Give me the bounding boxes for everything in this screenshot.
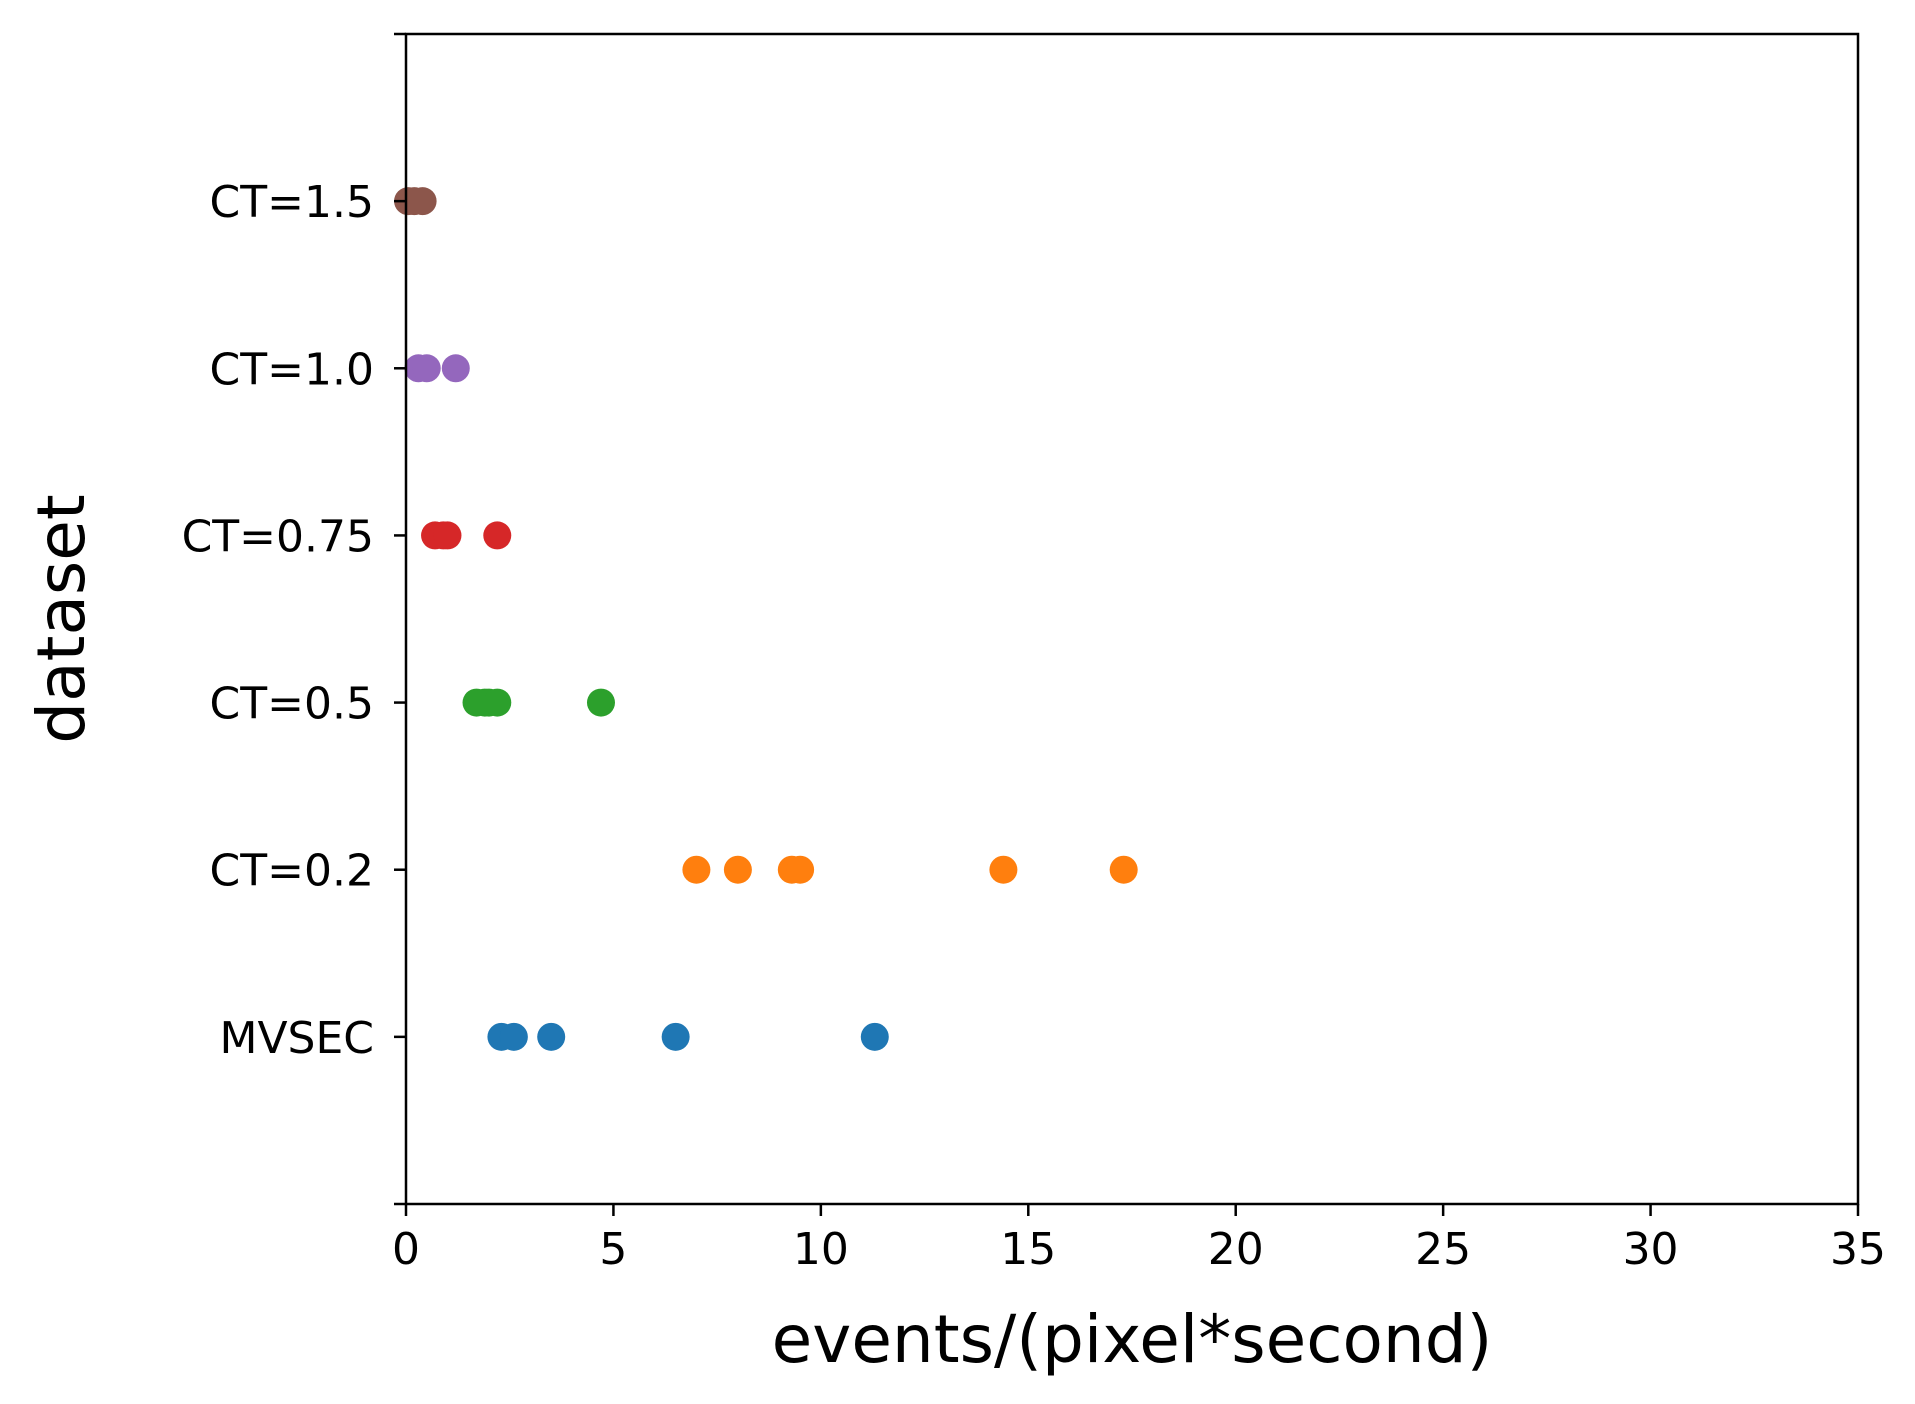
data-point	[537, 1022, 566, 1051]
y-axis: MVSEC CT=0.2 CT=0.5 CT=0.75 CT=1.0 CT=1.5	[182, 32, 406, 1206]
x-tick-label: 35	[1830, 1224, 1886, 1275]
data-point	[586, 688, 615, 717]
data-point	[441, 354, 470, 383]
data-point	[723, 855, 752, 884]
x-tick-label: 10	[793, 1224, 849, 1275]
data-point	[1109, 855, 1138, 884]
x-axis: 0 5 10 15 20 25 30 35	[392, 1204, 1886, 1275]
data-point	[786, 855, 815, 884]
data-point	[499, 1022, 528, 1051]
x-tick-label: 0	[392, 1224, 420, 1275]
x-tick-label: 20	[1208, 1224, 1264, 1275]
plot-frame	[404, 32, 1860, 1206]
data-points	[394, 187, 1138, 1051]
x-tick-label: 25	[1415, 1224, 1471, 1275]
x-tick-label: 15	[1000, 1224, 1056, 1275]
data-point	[989, 855, 1018, 884]
y-tick-label: CT=0.75	[182, 511, 374, 562]
y-tick-label: CT=0.5	[210, 679, 374, 730]
data-point	[433, 521, 462, 550]
data-point	[682, 855, 711, 884]
data-point	[860, 1022, 889, 1051]
y-axis-title: dataset	[23, 494, 100, 744]
y-tick-label: MVSEC	[219, 1013, 374, 1064]
y-tick-label: CT=0.2	[210, 846, 374, 897]
y-tick-label: CT=1.0	[210, 344, 374, 395]
data-point	[483, 521, 512, 550]
data-point	[408, 187, 437, 216]
data-point	[483, 688, 512, 717]
data-point	[412, 354, 441, 383]
x-tick-label: 5	[599, 1224, 627, 1275]
data-point	[661, 1022, 690, 1051]
y-tick-label: CT=1.5	[210, 177, 374, 228]
x-tick-label: 30	[1623, 1224, 1679, 1275]
x-axis-title: events/(pixel*second)	[772, 1301, 1493, 1378]
